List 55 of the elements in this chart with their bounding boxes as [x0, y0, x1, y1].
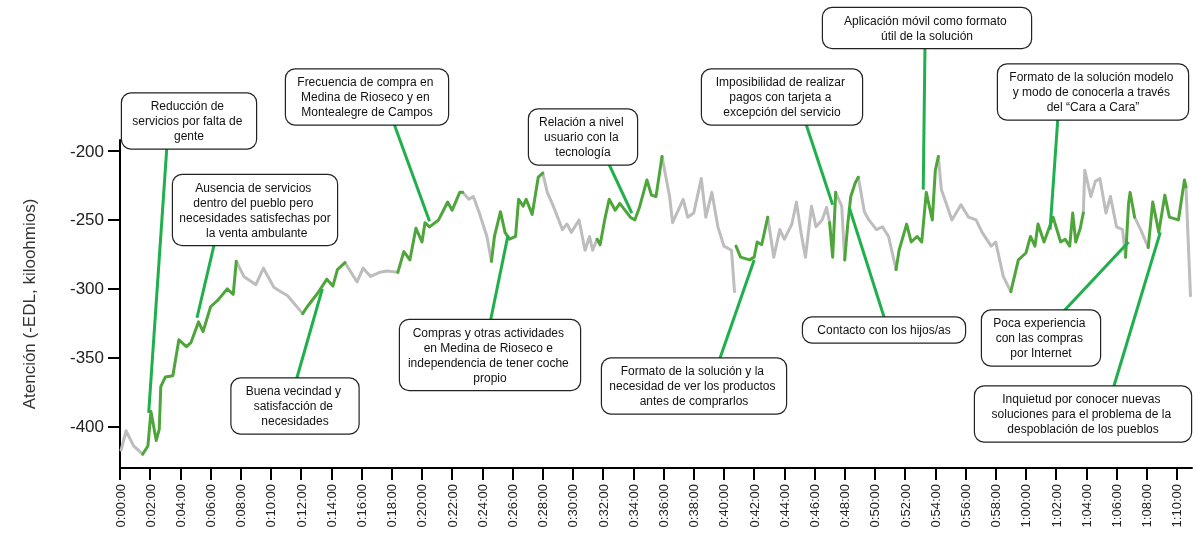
x-tick-label: 0:08:00 [233, 484, 249, 528]
annotation: Poca experiencia con las compras por Internet [993, 316, 1089, 360]
x-tick-label: 1:02:00 [1048, 484, 1064, 528]
annotation: Frecuencia de compra en Medina de Rioseco y en Montealegre de Campos [297, 75, 437, 119]
x-tick-label: 0:30:00 [565, 484, 581, 528]
x-tick-label: 0:44:00 [776, 484, 792, 528]
y-tick-label: -350 [69, 348, 104, 368]
x-tick-label: 0:54:00 [927, 484, 943, 528]
x-tick-label: 0:50:00 [867, 484, 883, 528]
x-tick-label: 0:20:00 [414, 484, 430, 528]
x-tick-label: 0:52:00 [897, 484, 913, 528]
x-tick-label: 0:24:00 [474, 484, 490, 528]
x-tick-label: 0:40:00 [716, 484, 732, 528]
x-tick-label: 0:32:00 [595, 484, 611, 528]
x-tick-label: 0:34:00 [625, 484, 641, 528]
x-tick-label: 0:16:00 [354, 484, 370, 528]
x-tick-label: 0:02:00 [142, 484, 158, 528]
x-tick-label: 0:18:00 [384, 484, 400, 528]
y-axis-title: Atención (-EDL, kiloohmios) [20, 198, 39, 410]
annotation: Formato de la solución modelo y modo de conocerla a través del “Cara a Cara” [1009, 70, 1177, 114]
x-tick-label: 0:14:00 [323, 484, 339, 528]
annotation: Inquietud por conocer nuevas soluciones para el problema de la despoblación de los pueblos [991, 392, 1175, 436]
x-tick-label: 0:56:00 [958, 484, 974, 528]
x-tick-label: 0:48:00 [837, 484, 853, 528]
x-tick-label: 0:00:00 [112, 484, 128, 528]
annotation: Relación a nivel usuario con la tecnología [538, 115, 628, 159]
x-tick-label: 1:08:00 [1139, 484, 1155, 528]
x-tick-label: 0:58:00 [988, 484, 1004, 528]
y-tick-label: -250 [69, 210, 104, 230]
x-tick-label: 0:46:00 [807, 484, 823, 528]
x-tick-label: 0:36:00 [656, 484, 672, 528]
y-tick-label: -400 [69, 417, 104, 437]
x-tick-label: 0:10:00 [263, 484, 279, 528]
x-tick-label: 0:38:00 [686, 484, 702, 528]
x-tick-label: 0:28:00 [535, 484, 551, 528]
x-tick-label: 0:22:00 [444, 484, 460, 528]
annotation: Contacto con los hijos/as [817, 323, 951, 337]
x-tick-label: 0:06:00 [203, 484, 219, 528]
annotation: Aplicación móvil como formato útil de la solución [843, 13, 1011, 43]
annotation: Ausencia de servicios dentro del pueblo pero necesidades satisfechas por la venta ambulante [179, 180, 331, 240]
x-tick-label: 1:04:00 [1078, 484, 1094, 528]
annotation: Buena vecindad y satisfacción de necesidades [245, 384, 345, 428]
x-tick-label: 0:42:00 [746, 484, 762, 528]
y-tick-label: -300 [69, 279, 104, 299]
x-tick-label: 1:06:00 [1109, 484, 1125, 528]
x-tick-label: 1:10:00 [1169, 484, 1185, 528]
annotation: Reducción de servicios por falta de gente [132, 99, 246, 143]
x-tick-label: 0:26:00 [505, 484, 521, 528]
annotation: Compras y otras actividades en Medina de Rioseco e independencia de tener coche propio [407, 325, 573, 385]
y-tick-label: -200 [69, 141, 104, 161]
annotation: Imposibilidad de realizar pagos con tarjeta a excepción del servicio [715, 75, 849, 119]
x-tick-label: 0:04:00 [172, 484, 188, 528]
x-tick-label: 1:00:00 [1018, 484, 1034, 528]
annotation: Formato de la solución y la necesidad de ver los productos antes de comprarlos [609, 364, 779, 408]
x-tick-label: 0:12:00 [293, 484, 309, 528]
